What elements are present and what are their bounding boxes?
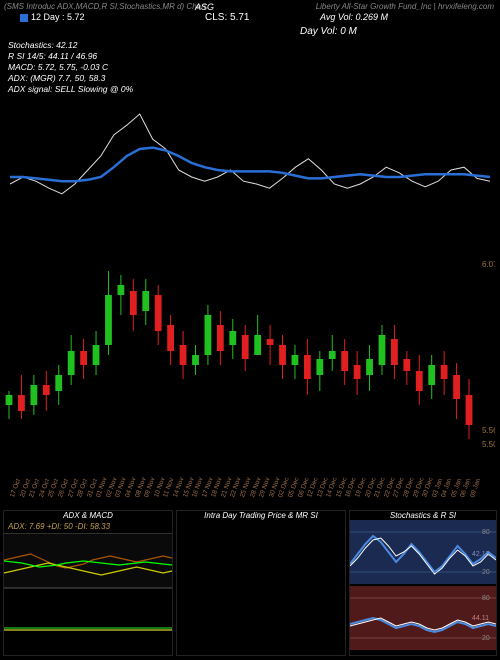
adx-macd-chart [4, 533, 172, 655]
x-axis: 17 Oct20 Oct21 Oct24 Oct25 Oct26 Oct27 O… [5, 468, 475, 508]
svg-text:5.50: 5.50 [482, 440, 495, 449]
svg-text:44.11: 44.11 [472, 615, 489, 622]
svg-text:80: 80 [482, 529, 490, 536]
svg-text:20: 20 [482, 635, 490, 642]
stoch-title: Stochastics & R SI [350, 511, 496, 520]
ma-price-chart [10, 100, 490, 240]
chart-page: (SMS Introduc ADX,MACD,R SI,Stochastics,… [0, 0, 500, 660]
svg-text:5.56: 5.56 [482, 426, 495, 435]
svg-text:6.07: 6.07 [482, 260, 495, 269]
stoch-rsi-panel: Stochastics & R SI 80 42.13 20 80 44.11 20 [349, 510, 497, 656]
intraday-panel: Intra Day Trading Price & MR SI [176, 510, 346, 656]
header-tabs: (SMS Introduc ADX,MACD,R SI,Stochastics,… [4, 2, 206, 11]
adx-values: ADX: 7.69 +DI: 50 -DI: 58.33 [4, 520, 172, 533]
sma-label: 12 Day : 5.72 [20, 12, 85, 22]
intraday-title: Intra Day Trading Price & MR SI [177, 511, 345, 520]
info-block: Stochastics: 42.12R SI 14/5: 44.11 / 46.… [8, 40, 133, 95]
svg-text:42.13: 42.13 [472, 551, 490, 558]
candlestick-chart: 6.07 5.56 5.50 [5, 255, 495, 465]
avgvol-label: Avg Vol: 0.269 M [320, 12, 388, 22]
header-ticker: ASG [195, 2, 214, 12]
cls-label: CLS: 5.71 [205, 12, 249, 23]
svg-text:20: 20 [482, 569, 490, 576]
adx-macd-title: ADX & MACD [4, 511, 172, 520]
adx-macd-panel: ADX & MACD ADX: 7.69 +DI: 50 -DI: 58.33 [3, 510, 173, 656]
svg-text:80: 80 [482, 595, 490, 602]
stoch-chart: 80 42.13 20 80 44.11 20 [350, 520, 496, 652]
header-right: Liberty All-Star Growth Fund_Inc | hrvxi… [316, 2, 494, 11]
dayvol-label: Day Vol: 0 M [300, 26, 357, 37]
